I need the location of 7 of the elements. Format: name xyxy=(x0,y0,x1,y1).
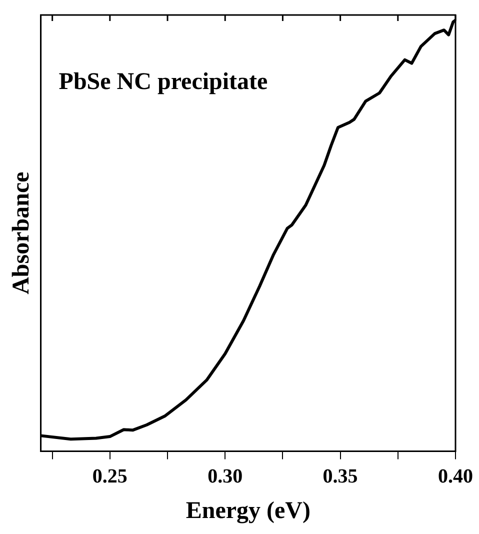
x-tick-label: 0.25 xyxy=(92,465,128,488)
annotation: PbSe NC precipitate xyxy=(58,69,268,96)
y-axis-title: Absorbance xyxy=(8,171,35,294)
x-tick-label: 0.30 xyxy=(208,465,243,488)
x-axis-title: Energy (eV) xyxy=(186,498,310,524)
x-tick-label: 0.35 xyxy=(322,465,358,488)
x-tick-label: 0.40 xyxy=(438,465,473,488)
